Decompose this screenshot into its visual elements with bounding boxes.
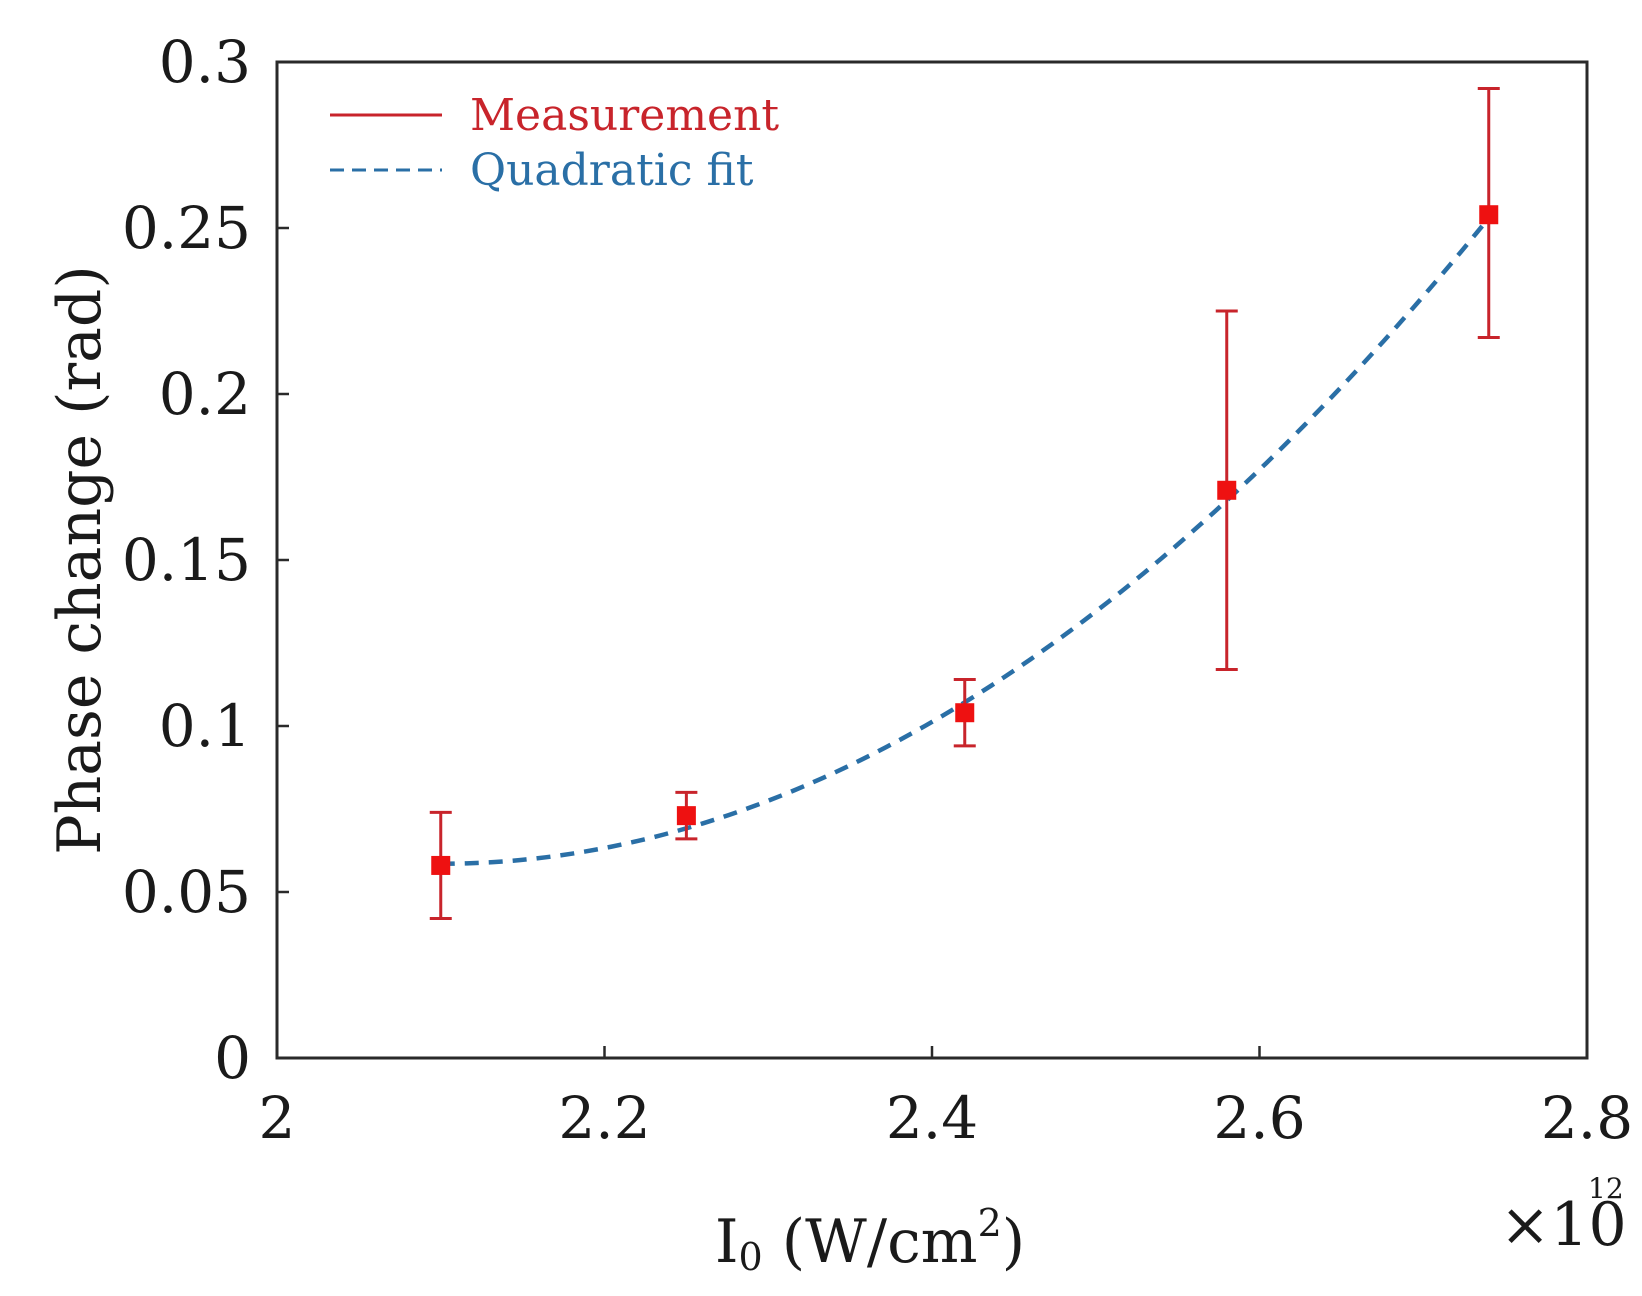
x-axis-multiplier-exponent: 12 (1588, 1172, 1624, 1205)
x-axis-multiplier: ×10 (1500, 1190, 1627, 1260)
x-tick-label: 2.4 (886, 1084, 978, 1152)
measurement-point (953, 678, 976, 748)
plot-frame (275, 60, 1589, 1060)
quadratic-fit-line (440, 216, 1491, 867)
y-tick-label: 0.3 (159, 28, 251, 96)
y-tick-label: 0.15 (122, 526, 251, 594)
measurement-marker (676, 806, 696, 826)
y-tick-label: 0.05 (122, 858, 251, 926)
measurement-point (1477, 87, 1500, 340)
y-tick-label: 0.25 (122, 194, 251, 262)
legend-label: Quadratic fit (470, 145, 754, 196)
y-tick-label: 0.2 (159, 360, 251, 428)
x-tick-label: 2.8 (1541, 1084, 1633, 1152)
y-axis-label: Phase change (rad) (45, 265, 115, 854)
x-tick-label: 2.6 (1213, 1084, 1305, 1152)
measurement-marker (955, 703, 975, 723)
measurement-point (675, 790, 698, 841)
measurement-point (429, 810, 452, 921)
y-tick-label: 0 (214, 1024, 251, 1092)
x-tick-label: 2.2 (558, 1084, 650, 1152)
legend-label: Measurement (470, 90, 779, 141)
axis-ticks: 2 2.2 2.4 2.6 2.8 0 0.05 0.1 0.15 0.2 0.25 0.3 (122, 28, 1633, 1152)
measurement-marker (1479, 205, 1499, 225)
measurement-point (1215, 309, 1238, 672)
plot-content (429, 87, 1500, 921)
measurement-marker (431, 855, 451, 875)
y-tick-label: 0.1 (159, 692, 251, 760)
x-tick-label: 2 (259, 1084, 296, 1152)
measurement-marker (1217, 480, 1237, 500)
x-axis-label: I0 (W/cm2) (715, 1201, 1025, 1279)
